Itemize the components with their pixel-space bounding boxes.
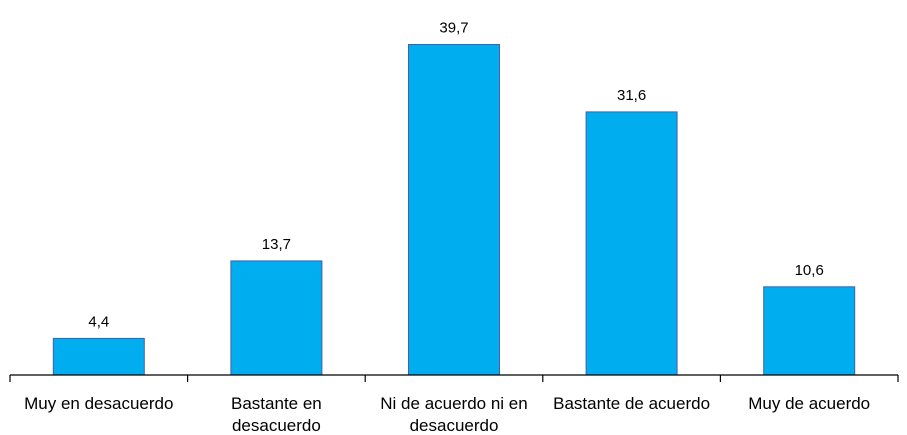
category-label-2-line-1: desacuerdo bbox=[410, 416, 499, 435]
value-label-1: 13,7 bbox=[262, 236, 291, 253]
category-label-0: Muy en desacuerdo bbox=[24, 394, 173, 413]
category-label-2: Ni de acuerdo ni en desacuerdo bbox=[380, 394, 527, 435]
x-axis-ticks bbox=[9, 375, 899, 382]
bar-2 bbox=[408, 44, 500, 376]
category-labels-group: Muy en desacuerdo Bastante en desacuerdoNi… bbox=[24, 394, 870, 435]
category-label-3: Bastante de acuerdo bbox=[553, 394, 710, 413]
bar-1 bbox=[230, 260, 323, 376]
category-label-0-line-0: Muy en desacuerdo bbox=[24, 394, 173, 413]
category-label-2-line-0: Ni de acuerdo ni en bbox=[380, 394, 527, 413]
category-label-1-line-1: desacuerdo bbox=[232, 416, 321, 435]
category-label-4-line-0: Muy de acuerdo bbox=[748, 394, 870, 413]
value-labels-group: 4,4 13,7 39,7 31,6 10,6 bbox=[88, 20, 823, 331]
category-label-3-line-0: Bastante de acuerdo bbox=[553, 394, 710, 413]
category-label-4: Muy de acuerdo bbox=[748, 394, 870, 413]
bar-0 bbox=[52, 337, 145, 376]
value-label-2: 39,7 bbox=[439, 20, 468, 37]
bar-4 bbox=[763, 286, 856, 376]
bars-group bbox=[52, 44, 856, 376]
bar-3 bbox=[585, 111, 678, 376]
category-label-1-line-0: Bastante en bbox=[231, 394, 322, 413]
value-label-3: 31,6 bbox=[617, 87, 646, 104]
category-label-1: Bastante en desacuerdo bbox=[231, 394, 322, 435]
value-label-0: 4,4 bbox=[88, 313, 109, 330]
value-label-4: 10,6 bbox=[795, 262, 824, 279]
